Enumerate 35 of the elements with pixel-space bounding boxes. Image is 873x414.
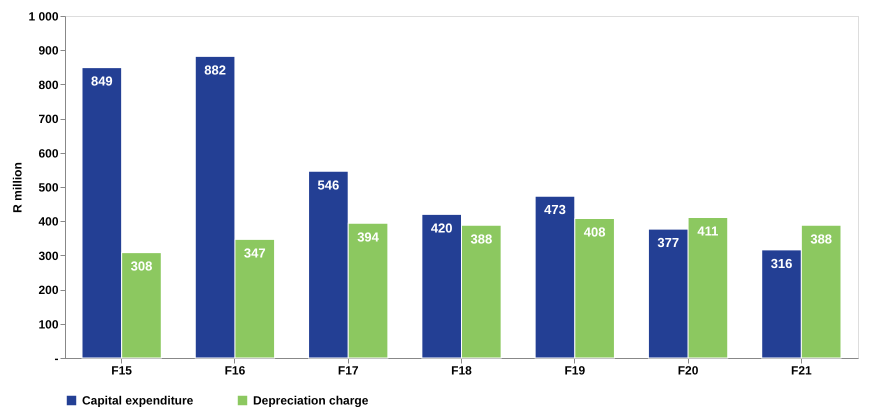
data-label: 408 [584,224,606,240]
y-tick-label: 700 [38,112,59,126]
data-label: 420 [430,220,453,236]
y-tick-label: 200 [38,283,59,298]
data-label: 546 [318,177,340,192]
y-tick-label: 1 000 [28,10,59,24]
x-tick-label: F15 [111,364,132,378]
data-label: 849 [90,74,113,89]
y-tick-label: 800 [38,78,59,92]
legend-label: Capital expenditure [82,394,194,408]
x-tick-label: F16 [224,364,246,378]
x-tick-label: F17 [338,364,359,378]
data-label: 377 [657,235,680,250]
data-label: 882 [204,62,226,78]
y-axis-title: R million [10,162,24,213]
y-tick-label: 500 [38,180,59,194]
y-tick-label: 600 [38,146,59,160]
data-label: 388 [810,231,832,246]
x-tick-label: F21 [791,364,812,378]
x-tick-label: F18 [451,364,472,378]
data-label: 347 [244,245,266,260]
x-tick-label: F20 [678,364,699,378]
y-tick-label: 300 [38,248,59,263]
y-tick-label: 400 [38,214,59,229]
data-label: 388 [470,231,492,246]
y-tick-label: - [54,352,58,366]
data-label: 316 [770,256,792,271]
legend-label: Depreciation charge [253,394,369,408]
data-label: 473 [544,202,566,218]
data-label: 308 [130,258,152,274]
y-tick-label: 100 [38,317,59,332]
y-tick-label: 900 [38,44,59,58]
x-tick-label: F19 [564,364,586,378]
data-label: 394 [357,229,380,244]
data-label: 411 [697,223,718,238]
